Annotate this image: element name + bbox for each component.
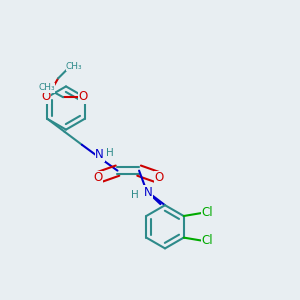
Text: H: H <box>106 148 114 158</box>
Text: O: O <box>41 90 50 103</box>
Text: CH₃: CH₃ <box>66 61 82 70</box>
Text: N: N <box>144 186 152 199</box>
Text: O: O <box>93 171 102 184</box>
Text: N: N <box>95 148 104 161</box>
Text: Cl: Cl <box>201 206 213 219</box>
Text: H: H <box>131 190 139 200</box>
Text: O: O <box>154 171 164 184</box>
Text: Cl: Cl <box>201 234 213 247</box>
Text: O: O <box>79 90 88 103</box>
Text: CH₃: CH₃ <box>38 83 55 92</box>
